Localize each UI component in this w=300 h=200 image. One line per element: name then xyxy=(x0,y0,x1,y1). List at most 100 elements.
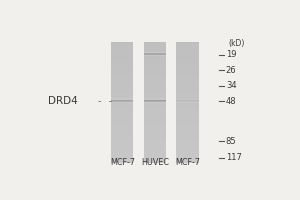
Bar xyxy=(111,141,134,143)
Bar xyxy=(176,123,199,125)
Text: MCF-7: MCF-7 xyxy=(110,158,135,167)
Bar xyxy=(111,128,134,130)
Bar xyxy=(144,78,166,80)
Bar xyxy=(144,98,166,100)
Bar xyxy=(144,74,166,76)
Bar xyxy=(144,50,166,51)
Bar xyxy=(144,105,166,107)
Bar xyxy=(144,55,166,56)
Bar xyxy=(144,104,166,106)
Bar xyxy=(176,110,199,112)
Bar xyxy=(176,101,199,102)
Bar xyxy=(176,56,199,57)
Text: MCF-7: MCF-7 xyxy=(175,158,200,167)
Bar xyxy=(144,113,166,115)
Bar xyxy=(176,89,199,91)
Bar xyxy=(176,83,199,85)
Bar xyxy=(176,68,199,70)
Bar xyxy=(144,159,166,161)
Bar xyxy=(176,138,199,140)
Bar xyxy=(144,52,166,53)
Bar xyxy=(111,87,134,89)
Bar xyxy=(144,123,166,125)
Bar xyxy=(144,138,166,140)
Bar xyxy=(144,99,166,100)
Bar xyxy=(144,92,166,94)
Bar xyxy=(144,143,166,145)
Bar xyxy=(111,83,134,85)
Bar xyxy=(144,117,166,119)
Bar xyxy=(111,53,134,54)
Bar xyxy=(144,53,166,54)
Bar xyxy=(144,137,166,139)
Bar xyxy=(111,45,134,47)
Bar xyxy=(111,143,134,145)
Bar xyxy=(176,54,199,56)
Text: HUVEC: HUVEC xyxy=(141,158,169,167)
Bar xyxy=(176,101,199,102)
Bar xyxy=(111,113,134,115)
Bar xyxy=(144,54,166,55)
Bar xyxy=(144,44,166,45)
Bar xyxy=(144,53,166,54)
Bar xyxy=(176,57,199,59)
Bar xyxy=(144,149,166,151)
Bar xyxy=(111,56,134,57)
Bar xyxy=(144,152,166,154)
Bar xyxy=(176,129,199,131)
Bar xyxy=(111,117,134,119)
Bar xyxy=(176,153,199,155)
Bar xyxy=(176,100,199,101)
Bar xyxy=(111,105,134,107)
Bar xyxy=(111,48,134,50)
Bar xyxy=(111,102,134,103)
Bar xyxy=(176,81,199,83)
Bar xyxy=(176,44,199,45)
Bar xyxy=(144,66,166,68)
Bar xyxy=(111,119,134,121)
Bar xyxy=(176,59,199,60)
Bar xyxy=(176,131,199,133)
Bar xyxy=(176,141,199,143)
Bar xyxy=(111,90,134,92)
Bar xyxy=(144,99,166,100)
Bar xyxy=(111,153,134,155)
Bar xyxy=(176,119,199,121)
Bar xyxy=(176,149,199,151)
Bar xyxy=(144,102,166,103)
Bar xyxy=(111,161,134,163)
Bar xyxy=(111,101,134,102)
Text: 19: 19 xyxy=(226,50,236,59)
Bar xyxy=(111,98,134,99)
Bar xyxy=(176,134,199,136)
Bar xyxy=(144,54,166,55)
Bar xyxy=(111,102,134,104)
Text: 48: 48 xyxy=(226,97,236,106)
Bar xyxy=(111,140,134,142)
Text: 117: 117 xyxy=(226,153,242,162)
Bar xyxy=(176,51,199,53)
Bar xyxy=(111,98,134,100)
Bar xyxy=(176,99,199,100)
Bar xyxy=(144,72,166,74)
Bar xyxy=(111,42,134,44)
Bar xyxy=(144,126,166,128)
Bar xyxy=(176,113,199,115)
Bar xyxy=(111,68,134,70)
Bar xyxy=(176,71,199,73)
Bar xyxy=(176,48,199,50)
Bar xyxy=(144,128,166,130)
Bar xyxy=(144,54,166,55)
Bar xyxy=(111,129,134,131)
Bar xyxy=(144,107,166,109)
Bar xyxy=(111,63,134,65)
Bar xyxy=(144,129,166,131)
Bar xyxy=(111,125,134,127)
Bar xyxy=(176,102,199,103)
Bar xyxy=(144,90,166,92)
Bar xyxy=(144,71,166,73)
Bar xyxy=(144,42,166,44)
Bar xyxy=(111,47,134,48)
Bar xyxy=(144,83,166,85)
Bar xyxy=(144,111,166,113)
